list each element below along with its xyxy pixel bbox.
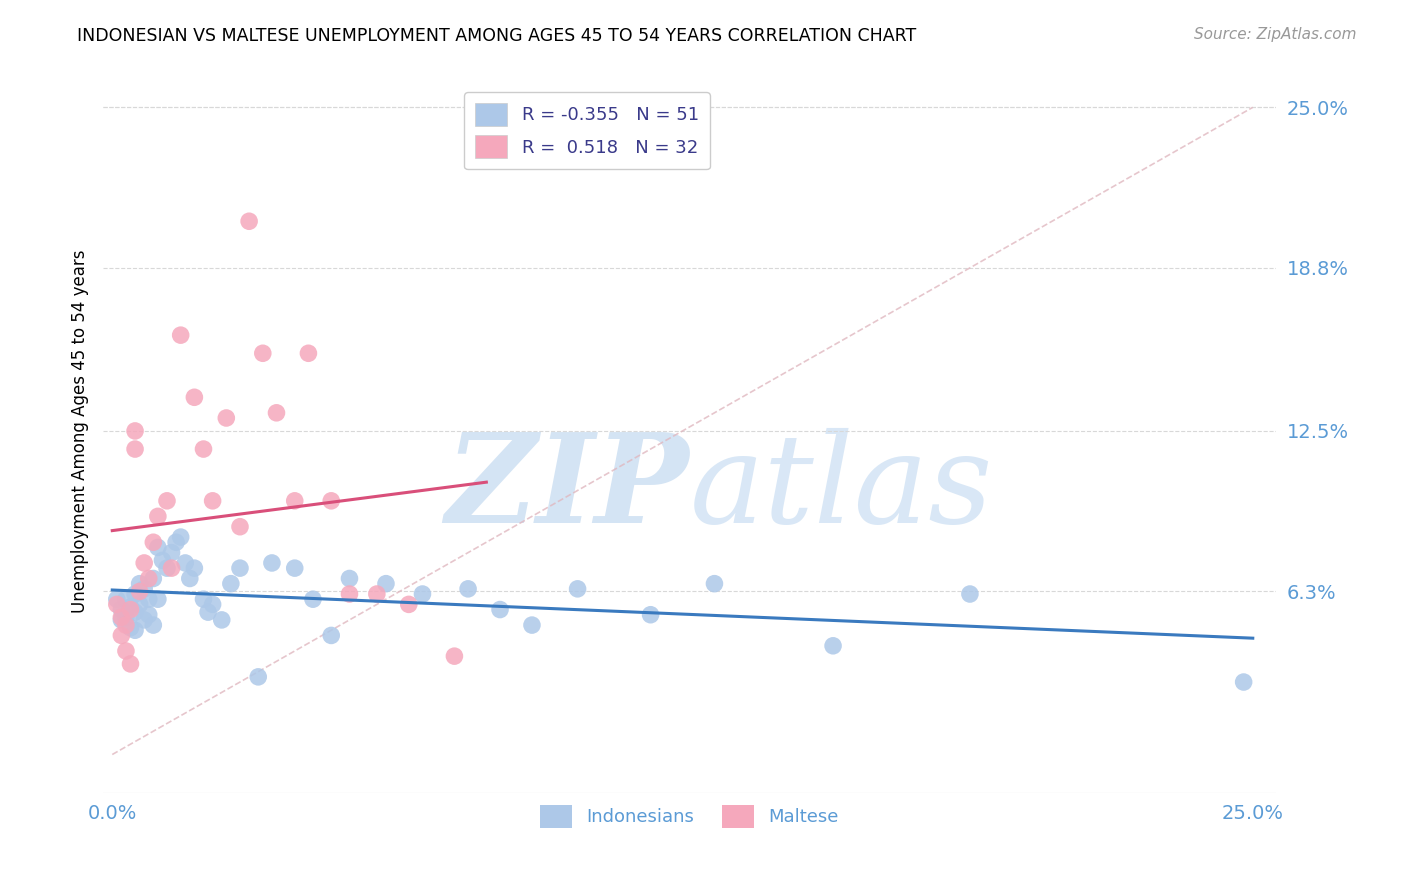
Point bbox=[183, 390, 205, 404]
Point bbox=[120, 602, 142, 616]
Point bbox=[260, 556, 283, 570]
Point bbox=[115, 644, 138, 658]
Point bbox=[134, 613, 156, 627]
Point bbox=[128, 598, 150, 612]
Point bbox=[297, 346, 319, 360]
Point bbox=[284, 493, 307, 508]
Point bbox=[959, 587, 981, 601]
Point bbox=[247, 670, 270, 684]
Point bbox=[110, 610, 132, 624]
Point bbox=[138, 607, 160, 622]
Point bbox=[120, 657, 142, 671]
Point bbox=[170, 328, 193, 343]
Point bbox=[703, 576, 725, 591]
Point bbox=[105, 598, 128, 612]
Point bbox=[266, 406, 288, 420]
Point bbox=[110, 628, 132, 642]
Point bbox=[120, 599, 142, 614]
Point bbox=[165, 535, 187, 549]
Point bbox=[138, 572, 160, 586]
Point bbox=[302, 592, 325, 607]
Point bbox=[219, 576, 242, 591]
Point bbox=[193, 592, 215, 607]
Point bbox=[124, 424, 146, 438]
Point bbox=[124, 587, 146, 601]
Point bbox=[567, 582, 589, 596]
Point bbox=[156, 561, 179, 575]
Point bbox=[520, 618, 543, 632]
Point bbox=[252, 346, 274, 360]
Point bbox=[229, 561, 252, 575]
Point bbox=[142, 535, 165, 549]
Point bbox=[823, 639, 845, 653]
Point bbox=[170, 530, 193, 544]
Point bbox=[105, 592, 128, 607]
Text: INDONESIAN VS MALTESE UNEMPLOYMENT AMONG AGES 45 TO 54 YEARS CORRELATION CHART: INDONESIAN VS MALTESE UNEMPLOYMENT AMONG… bbox=[77, 27, 917, 45]
Point bbox=[179, 572, 201, 586]
Point bbox=[489, 602, 512, 616]
Point bbox=[124, 624, 146, 638]
Point bbox=[115, 592, 138, 607]
Point bbox=[321, 493, 343, 508]
Point bbox=[411, 587, 433, 601]
Point bbox=[339, 587, 361, 601]
Point bbox=[197, 605, 219, 619]
Point bbox=[201, 493, 224, 508]
Point bbox=[146, 592, 169, 607]
Point bbox=[142, 572, 165, 586]
Point bbox=[366, 587, 388, 601]
Point bbox=[321, 628, 343, 642]
Point bbox=[115, 610, 138, 624]
Point bbox=[229, 519, 252, 533]
Point bbox=[128, 576, 150, 591]
Point bbox=[124, 442, 146, 456]
Point bbox=[375, 576, 398, 591]
Point bbox=[110, 602, 132, 616]
Point bbox=[120, 621, 142, 635]
Point bbox=[124, 605, 146, 619]
Point bbox=[238, 214, 260, 228]
Point bbox=[142, 618, 165, 632]
Point bbox=[457, 582, 479, 596]
Point bbox=[174, 556, 197, 570]
Point bbox=[183, 561, 205, 575]
Point bbox=[339, 572, 361, 586]
Point bbox=[110, 613, 132, 627]
Point bbox=[284, 561, 307, 575]
Point bbox=[115, 618, 138, 632]
Point bbox=[138, 592, 160, 607]
Text: ZIP: ZIP bbox=[446, 428, 689, 549]
Y-axis label: Unemployment Among Ages 45 to 54 years: Unemployment Among Ages 45 to 54 years bbox=[72, 249, 89, 613]
Point bbox=[156, 493, 179, 508]
Point bbox=[160, 546, 183, 560]
Text: Source: ZipAtlas.com: Source: ZipAtlas.com bbox=[1194, 27, 1357, 42]
Point bbox=[134, 582, 156, 596]
Point bbox=[443, 649, 465, 664]
Point bbox=[128, 584, 150, 599]
Point bbox=[215, 411, 238, 425]
Point bbox=[640, 607, 662, 622]
Point bbox=[201, 598, 224, 612]
Point bbox=[160, 561, 183, 575]
Legend: Indonesians, Maltese: Indonesians, Maltese bbox=[533, 797, 846, 835]
Point bbox=[211, 613, 233, 627]
Point bbox=[193, 442, 215, 456]
Point bbox=[134, 556, 156, 570]
Point bbox=[146, 509, 169, 524]
Point bbox=[152, 553, 174, 567]
Text: atlas: atlas bbox=[689, 428, 993, 549]
Point bbox=[398, 598, 420, 612]
Point bbox=[146, 541, 169, 555]
Point bbox=[1233, 675, 1256, 690]
